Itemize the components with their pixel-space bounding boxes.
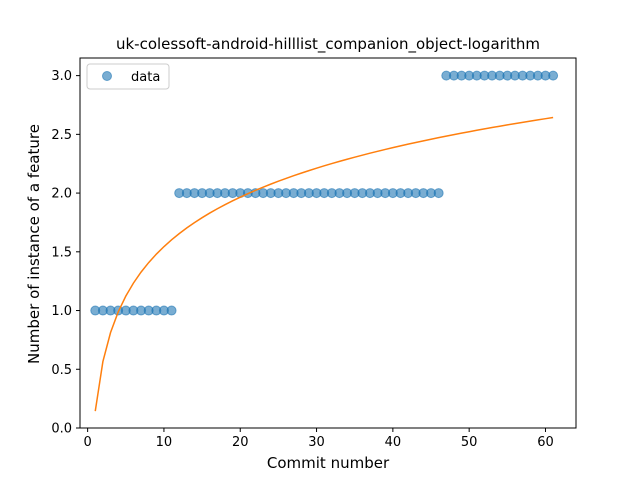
y-tick-label: 2.5 bbox=[51, 128, 72, 143]
legend: data bbox=[86, 63, 170, 90]
y-tick-label: 0.0 bbox=[51, 422, 72, 437]
data-points bbox=[90, 70, 559, 316]
x-tick-label: 20 bbox=[232, 435, 249, 450]
x-tick-label: 40 bbox=[385, 435, 402, 450]
fit-line bbox=[94, 116, 554, 412]
legend-label: data bbox=[131, 70, 160, 85]
y-tick-label: 1.0 bbox=[51, 304, 72, 319]
x-axis-ticks: 0 10 20 30 40 50 60 bbox=[83, 428, 554, 450]
x-tick-label: 10 bbox=[156, 435, 173, 450]
x-tick-label: 30 bbox=[308, 435, 325, 450]
y-tick-label: 3.0 bbox=[51, 69, 72, 84]
data-point bbox=[433, 188, 444, 199]
x-tick-label: 60 bbox=[537, 435, 554, 450]
y-tick-label: 2.0 bbox=[51, 187, 72, 202]
data-point bbox=[166, 305, 177, 316]
y-axis-ticks: 0.0 0.5 1.0 1.5 2.0 2.5 3.0 bbox=[51, 69, 80, 437]
fit-curve bbox=[94, 116, 554, 412]
y-tick-label: 1.5 bbox=[51, 245, 72, 260]
x-tick-label: 50 bbox=[461, 435, 478, 450]
legend-box bbox=[86, 63, 170, 90]
x-axis-label: Commit number bbox=[267, 454, 390, 472]
plot-frame bbox=[79, 57, 577, 429]
chart-title: uk-colessoft-android-hilllist_companion_… bbox=[116, 35, 540, 54]
y-axis-label: Number of instance of a feature bbox=[25, 124, 43, 364]
x-tick-label: 0 bbox=[83, 435, 91, 450]
legend-marker bbox=[102, 71, 112, 81]
data-point bbox=[548, 70, 559, 81]
y-tick-label: 0.5 bbox=[51, 363, 72, 378]
